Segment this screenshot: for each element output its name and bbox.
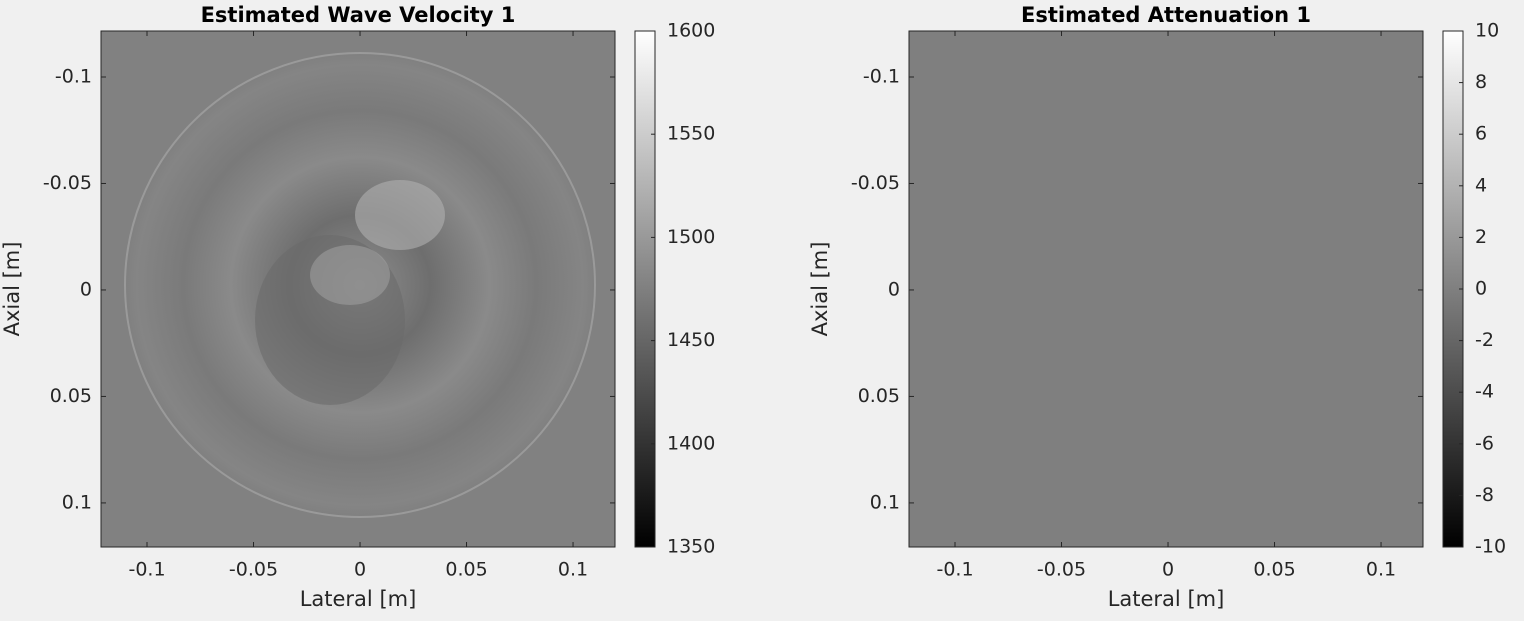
image-content [101,31,615,547]
image-content [909,31,1423,547]
colorbar-tick-label: 1400 [667,432,715,454]
x-tick-label: 0.1 [558,559,588,581]
colorbar-tick-label: 10 [1475,20,1499,42]
x-tick-label: -0.1 [128,559,165,581]
y-tick-label: 0.1 [870,491,900,513]
colorbar-tick-label: 1350 [667,536,715,558]
y-tick-label: -0.05 [43,172,92,194]
x-tick-label: 0.1 [1366,559,1396,581]
y-tick-label: -0.1 [863,65,900,87]
y-tick-label: 0 [888,278,900,300]
axes-box [100,30,616,548]
colorbar-tick-label: 6 [1475,123,1487,145]
x-tick-label: -0.1 [936,559,973,581]
colorbar-tick-label: -10 [1475,536,1506,558]
colorbar-tick-label: 1600 [667,20,715,42]
axes-box [908,30,1424,548]
colorbar-tick-label: 0 [1475,278,1487,300]
x-tick-label: 0.05 [1253,559,1295,581]
x-tick-label: 0.05 [445,559,487,581]
colorbar-tick-label: 1450 [667,329,715,351]
y-axis-label: Axial [m] [808,242,832,337]
colorbar-tick-label: 2 [1475,226,1487,248]
colorbar-tick-label: 4 [1475,174,1487,196]
colorbar-tick-label: -6 [1475,432,1494,454]
y-tick-label: 0.05 [858,385,900,407]
y-tick-label: 0.1 [62,491,92,513]
colorbar-tick-label: 1550 [667,123,715,145]
colorbar [634,30,656,548]
x-tick-label: -0.05 [1037,559,1086,581]
x-tick-label: -0.05 [229,559,278,581]
title: Estimated Wave Velocity 1 [201,3,516,27]
x-tick-label: 0 [1162,559,1174,581]
y-axis-label: Axial [m] [0,242,24,337]
x-axis-label: Lateral [m] [300,587,417,611]
title: Estimated Attenuation 1 [1021,3,1311,27]
colorbar-tick-label: -4 [1475,381,1494,403]
x-tick-label: 0 [354,559,366,581]
y-tick-label: 0 [80,278,92,300]
colorbar-tick-label: 1500 [667,226,715,248]
y-tick-label: 0.05 [50,385,92,407]
colorbar-tick-label: -8 [1475,484,1494,506]
y-tick-label: -0.05 [851,172,900,194]
colorbar-tick-label: 8 [1475,71,1487,93]
x-axis-label: Lateral [m] [1108,587,1225,611]
y-tick-label: -0.1 [55,65,92,87]
colorbar-tick-label: -2 [1475,329,1494,351]
